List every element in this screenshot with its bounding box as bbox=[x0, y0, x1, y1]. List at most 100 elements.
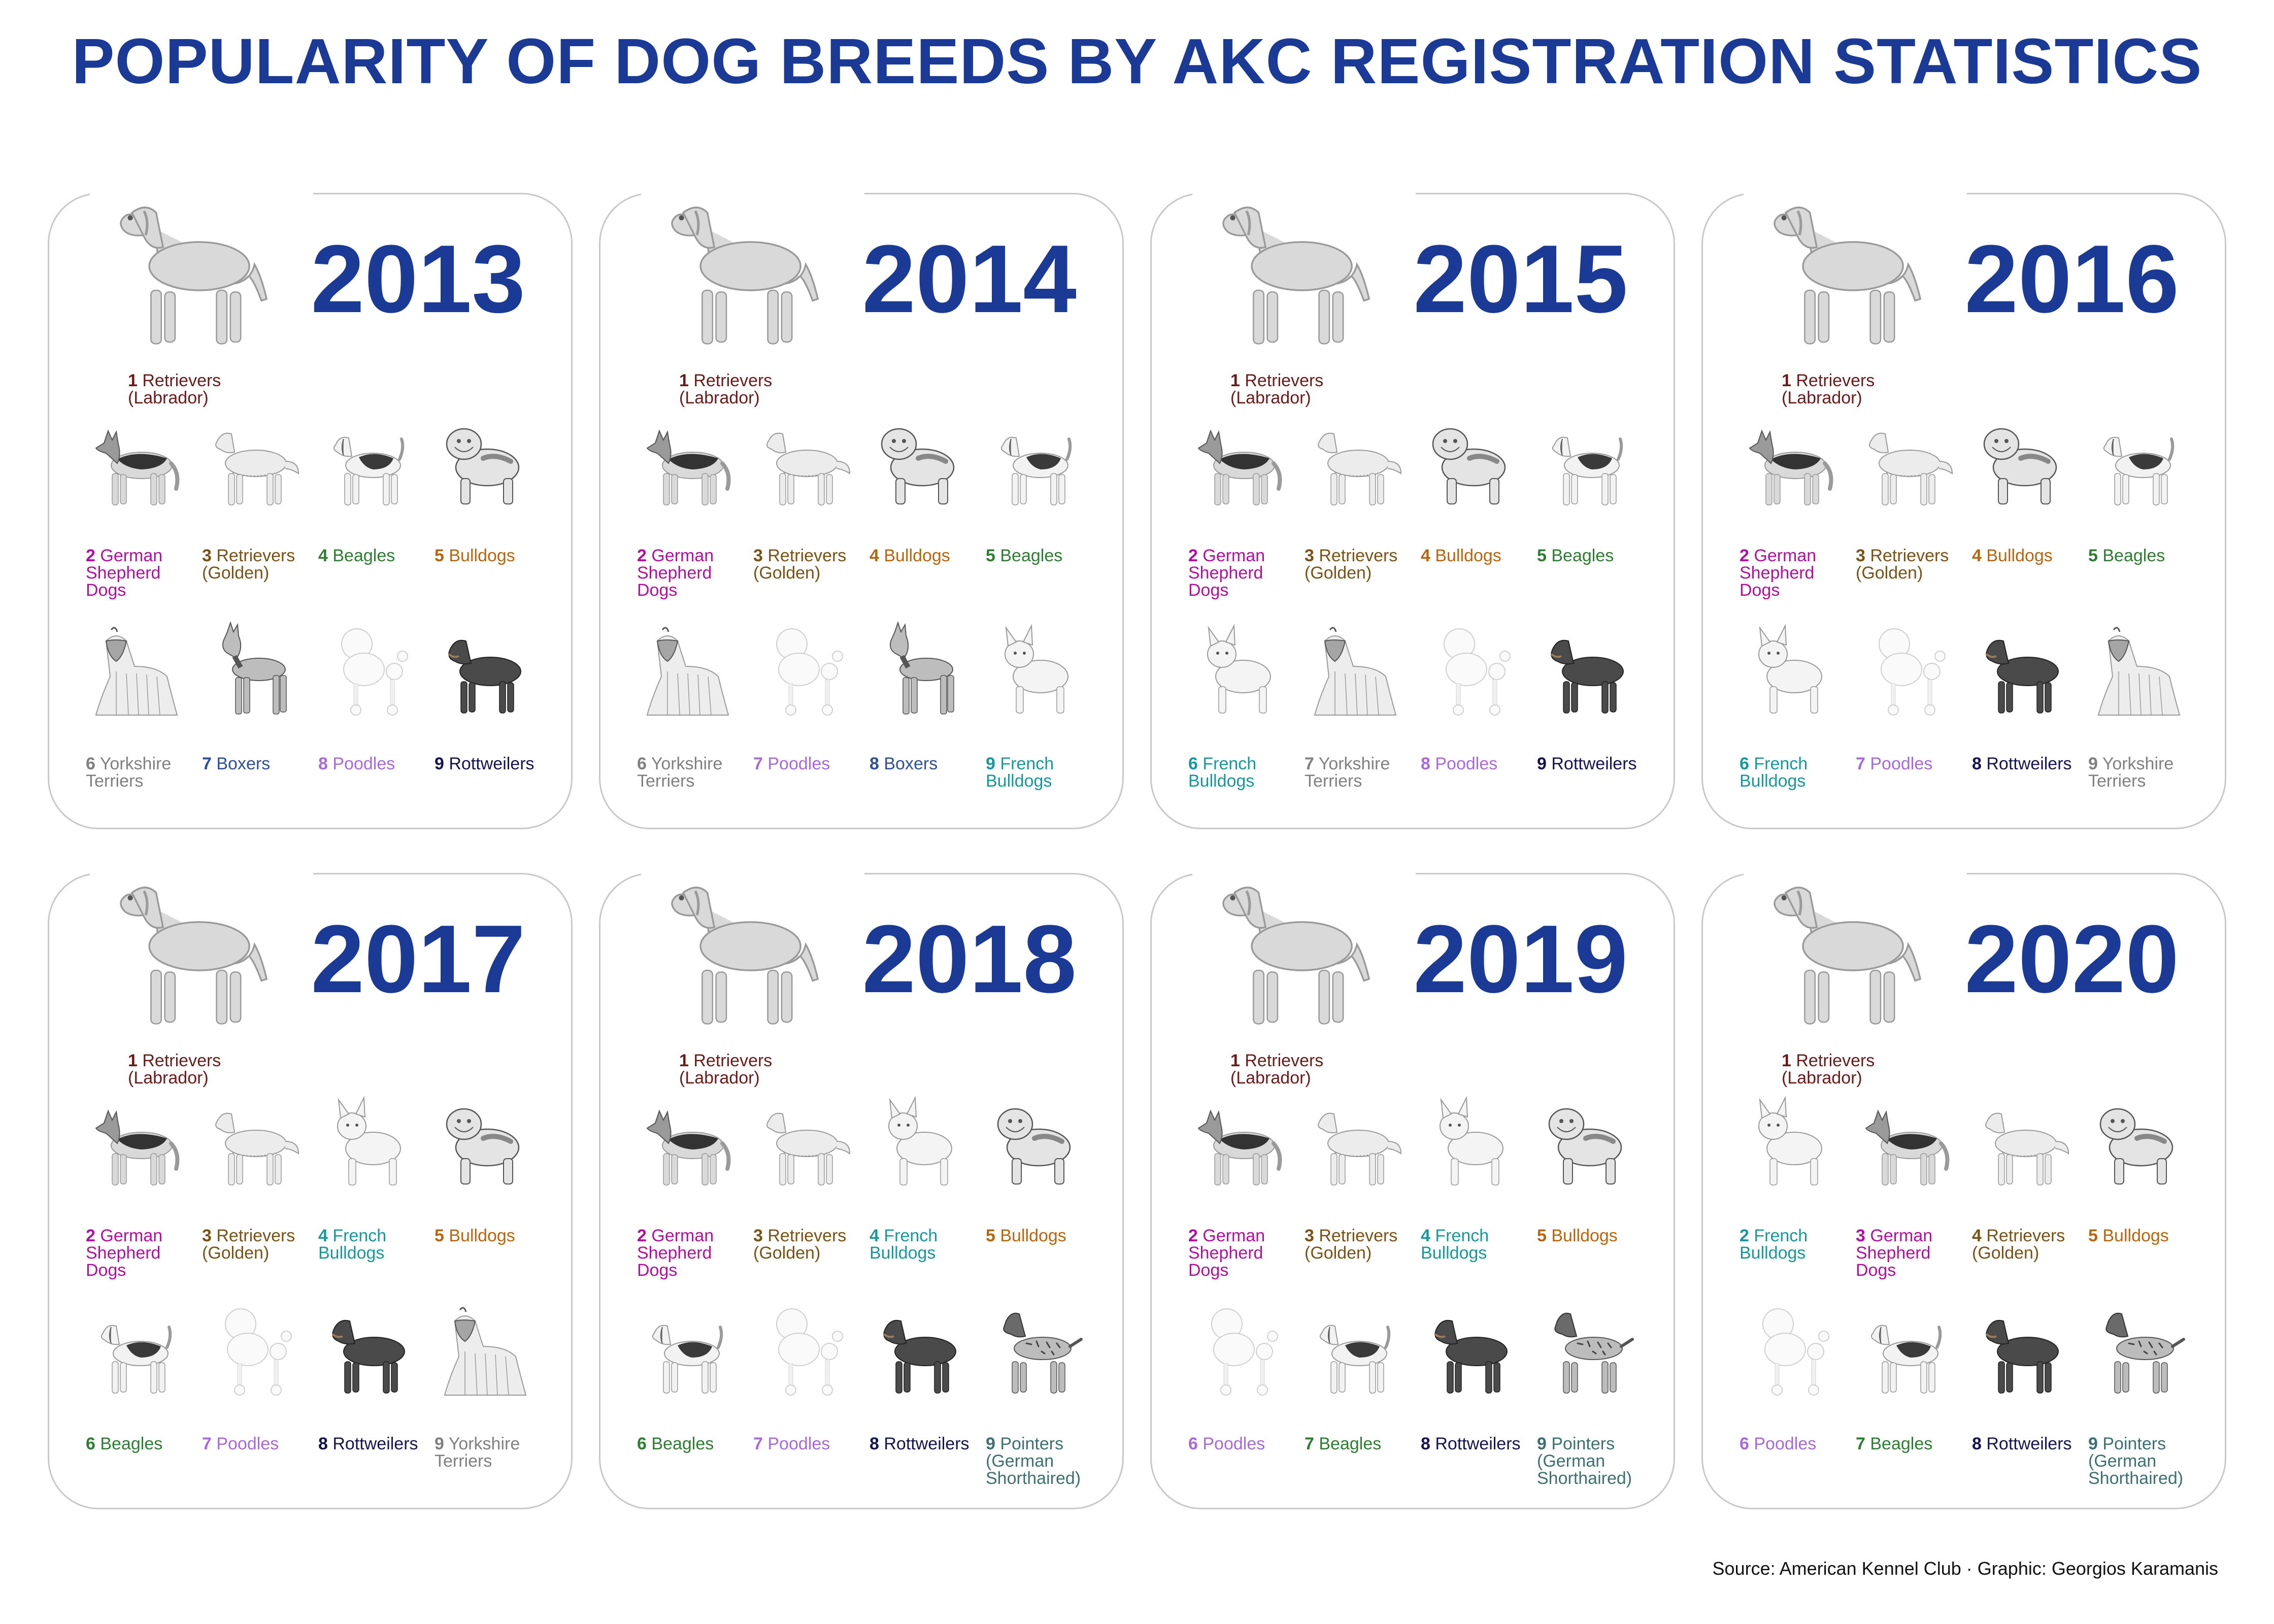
rank-number: 7 bbox=[1305, 754, 1314, 773]
bulldog-illustration-icon bbox=[986, 1093, 1087, 1194]
breed-name: Retrievers (Golden) bbox=[753, 546, 847, 583]
breed-name: Bulldogs bbox=[449, 546, 515, 565]
breed-rank-label: 7 Yorkshire Terriers bbox=[1305, 755, 1419, 790]
rank-number: 2 bbox=[1188, 1226, 1198, 1245]
breed-rank-label: 9 Yorkshire Terriers bbox=[2088, 755, 2202, 790]
card-border-gap bbox=[641, 188, 864, 209]
breed-rank-label: 5 Beagles bbox=[1537, 547, 1651, 564]
breed-rank-label: 6 Poodles bbox=[1188, 1435, 1302, 1452]
rank-number: 6 bbox=[1740, 1434, 1749, 1453]
german-shepherd-illustration-icon bbox=[637, 1093, 739, 1194]
breed-rank-label: 2 German Shepherd Dogs bbox=[1740, 547, 1854, 599]
labrador-illustration-icon bbox=[637, 867, 850, 1039]
year-card-2017: 2017 1 Retrievers (Labrador) 2 German Sh… bbox=[48, 868, 573, 1509]
breed-name: Bulldogs bbox=[1435, 546, 1501, 565]
breed-rank-label: 2 German Shepherd Dogs bbox=[637, 1227, 751, 1279]
card-border-gap bbox=[1744, 868, 1967, 889]
rank-number: 3 bbox=[1856, 1226, 1865, 1245]
breed-name: Bulldogs bbox=[1000, 1226, 1066, 1245]
german-shepherd-illustration-icon bbox=[1740, 413, 1841, 514]
breed-rank-label: 3 Retrievers (Golden) bbox=[202, 547, 316, 582]
breed-rank-label: 6 French Bulldogs bbox=[1740, 755, 1854, 790]
year-label: 2013 bbox=[311, 225, 525, 333]
rank-number: 4 bbox=[318, 1226, 328, 1245]
breed-name: German Shepherd Dogs bbox=[1188, 546, 1265, 600]
breed-name: Beagles bbox=[2102, 546, 2165, 565]
beagle-illustration-icon bbox=[986, 413, 1087, 514]
breed-rank-label: 6 Beagles bbox=[86, 1435, 200, 1452]
breed-name: Retrievers (Golden) bbox=[1856, 546, 1949, 583]
boxer-illustration-icon bbox=[202, 621, 304, 722]
breed-rank-label: 9 Rottweilers bbox=[434, 755, 549, 772]
french-bulldog-illustration-icon bbox=[1188, 621, 1290, 722]
breed-rank-label: 9 Pointers (German Shorthaired) bbox=[2088, 1435, 2202, 1487]
breed-name: Beagles bbox=[1870, 1434, 1933, 1453]
year-card-2020: 2020 1 Retrievers (Labrador) 2 French Bu… bbox=[1701, 868, 2226, 1509]
boxer-illustration-icon bbox=[870, 621, 971, 722]
yorkshire-terrier-illustration-icon bbox=[2088, 621, 2190, 722]
rank-number: 1 bbox=[1230, 1051, 1240, 1070]
rottweiler-illustration-icon bbox=[870, 1301, 971, 1402]
year-label: 2016 bbox=[1964, 225, 2179, 333]
breed-name: French Bulldogs bbox=[870, 1226, 938, 1263]
rank-number: 3 bbox=[753, 546, 763, 565]
golden-retriever-illustration-icon bbox=[1305, 1093, 1406, 1194]
rank-number: 2 bbox=[1740, 1226, 1749, 1245]
rottweiler-illustration-icon bbox=[1972, 621, 2074, 722]
breed-rank-label: 4 French Bulldogs bbox=[318, 1227, 432, 1262]
breed-rank-label: 2 German Shepherd Dogs bbox=[86, 1227, 200, 1279]
breed-name: Retrievers (Labrador) bbox=[1230, 371, 1324, 408]
rank-number: 6 bbox=[86, 754, 95, 773]
rank-number: 9 bbox=[986, 754, 995, 773]
breed-name: Poodles bbox=[767, 1434, 830, 1453]
breed-rank-label: 3 Retrievers (Golden) bbox=[1305, 1227, 1419, 1262]
breed-rank-label: 5 Bulldogs bbox=[2088, 1227, 2202, 1244]
labrador-illustration-icon bbox=[86, 187, 299, 359]
breed-rank-label: 6 Yorkshire Terriers bbox=[637, 755, 751, 790]
rank-number: 5 bbox=[986, 1226, 995, 1245]
breed-name: Rottweilers bbox=[1551, 754, 1637, 773]
breed-rank-label: 4 French Bulldogs bbox=[1421, 1227, 1535, 1262]
rank-number: 9 bbox=[2088, 754, 2098, 773]
breed-name: German Shepherd Dogs bbox=[1740, 546, 1817, 600]
breed-name: Yorkshire Terriers bbox=[86, 754, 172, 791]
bulldog-illustration-icon bbox=[434, 413, 536, 514]
rank-number: 6 bbox=[1188, 1434, 1198, 1453]
breed-name: Beagles bbox=[1319, 1434, 1382, 1453]
breed-rank-label: 9 Pointers (German Shorthaired) bbox=[1537, 1435, 1651, 1487]
breed-rank-label: 4 Retrievers (Golden) bbox=[1972, 1227, 2086, 1262]
breed-rank-label: 3 Retrievers (Golden) bbox=[1305, 547, 1419, 582]
breed-rank-label: 2 French Bulldogs bbox=[1740, 1227, 1854, 1262]
breed-name: Retrievers (Golden) bbox=[1972, 1226, 2065, 1263]
german-shepherd-illustration-icon bbox=[1856, 1093, 1957, 1194]
breed-name: Poodles bbox=[767, 754, 830, 773]
breed-name: Poodles bbox=[332, 754, 395, 773]
breed-rank-label: 1 Retrievers (Labrador) bbox=[679, 1052, 811, 1087]
breed-rank-label: 5 Bulldogs bbox=[1537, 1227, 1651, 1244]
breed-rank-label: 3 Retrievers (Golden) bbox=[202, 1227, 316, 1262]
breed-name: Retrievers (Labrador) bbox=[679, 371, 773, 408]
breed-rank-label: 5 Bulldogs bbox=[434, 1227, 549, 1244]
breed-name: Bulldogs bbox=[1551, 1226, 1618, 1245]
beagle-illustration-icon bbox=[1537, 413, 1638, 514]
breed-rank-label: 7 Poodles bbox=[753, 1435, 867, 1452]
breed-rank-label: 5 Bulldogs bbox=[434, 547, 549, 564]
golden-retriever-illustration-icon bbox=[1305, 413, 1406, 514]
rank-number: 3 bbox=[1856, 546, 1865, 565]
breed-rank-label: 2 German Shepherd Dogs bbox=[637, 547, 751, 599]
breed-rank-label: 9 Pointers (German Shorthaired) bbox=[986, 1435, 1100, 1487]
breed-rank-label: 4 Bulldogs bbox=[870, 547, 984, 564]
breed-name: Yorkshire Terriers bbox=[1305, 754, 1390, 791]
yorkshire-terrier-illustration-icon bbox=[1305, 621, 1406, 722]
breed-name: Retrievers (Golden) bbox=[202, 546, 295, 583]
source-caption: Source: American Kennel Club · Graphic: … bbox=[1712, 1558, 2218, 1579]
rottweiler-illustration-icon bbox=[1421, 1301, 1522, 1402]
rank-number: 6 bbox=[1740, 754, 1749, 773]
rank-number: 1 bbox=[679, 371, 689, 390]
breed-name: Bulldogs bbox=[2102, 1226, 2169, 1245]
breed-name: Boxers bbox=[884, 754, 938, 773]
breed-rank-label: 6 Beagles bbox=[637, 1435, 751, 1452]
rank-number: 9 bbox=[1537, 754, 1547, 773]
golden-retriever-illustration-icon bbox=[202, 413, 304, 514]
breed-rank-label: 7 Poodles bbox=[753, 755, 867, 772]
